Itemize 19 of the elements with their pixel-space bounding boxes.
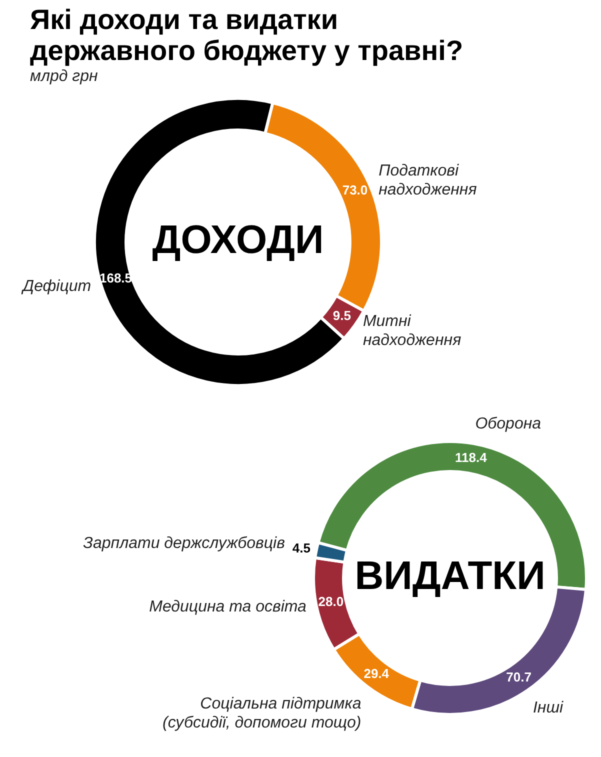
slice-label: Інші (532, 700, 564, 717)
slice-label: Соціальна підтримка (субсидії, допомоги тощо) (162, 695, 362, 732)
chart-title: Які доходи та видатки державного бюджету у травні? (30, 4, 464, 66)
data-label: 70.7 (506, 670, 532, 685)
data-label: 29.4 (364, 666, 390, 682)
slice-label: Податкові надходження (378, 162, 478, 198)
slice-label: Зарплати держслужбовців (83, 535, 285, 552)
slice-label: Оборона (475, 416, 542, 433)
slice-label: Митні надходження (362, 313, 462, 350)
data-label: 73.0 (342, 182, 368, 198)
data-label: 28.0 (318, 594, 344, 609)
text: ДОХОДИ (152, 218, 324, 262)
slice-label: Медицина та освіта (149, 598, 307, 616)
data-label: 118.4 (454, 450, 488, 465)
chart-subtitle: млрд грн (30, 68, 98, 86)
data-label: 4.5 (292, 540, 310, 556)
slice-label: Дефіцит (20, 278, 92, 295)
data-label: 9.5 (332, 308, 351, 323)
text: ВИДАТКИ (354, 554, 546, 598)
